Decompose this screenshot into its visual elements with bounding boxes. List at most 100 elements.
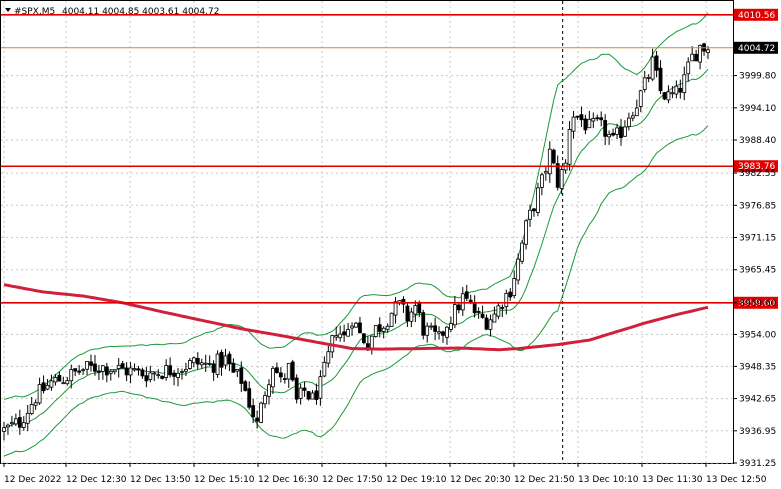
candle-body <box>223 355 228 366</box>
candle-body <box>385 325 390 330</box>
y-tick-label: 3954.00 <box>739 330 776 340</box>
candle-body <box>551 149 556 164</box>
candle-body <box>61 382 66 385</box>
candle-body <box>638 90 643 107</box>
candle-body <box>282 378 287 381</box>
candle-body <box>666 91 671 101</box>
price-axis: 3999.80 3994.10 3988.40 3982.55 3976.85 3971.… <box>733 72 776 469</box>
candle-body <box>263 395 267 405</box>
candle-body <box>555 163 560 188</box>
candle-body <box>45 384 50 390</box>
candle-body <box>536 187 540 213</box>
candle-body <box>706 49 710 53</box>
candle-body <box>603 120 608 137</box>
candle-body <box>421 312 426 336</box>
candle-body <box>346 329 350 337</box>
candle-body <box>251 405 256 418</box>
dropdown-triangle-icon[interactable] <box>5 8 11 12</box>
y-tick-label: 3971.15 <box>739 234 776 244</box>
candle-body <box>77 370 82 373</box>
candle-body <box>654 55 659 71</box>
candle-body <box>69 369 74 382</box>
candle-body <box>57 375 62 382</box>
candle-body <box>314 390 319 400</box>
y-tick-label: 3994.10 <box>739 104 776 114</box>
candle-body <box>49 380 54 388</box>
y-tick-label: 3965.45 <box>739 266 776 276</box>
candle-body <box>539 174 544 188</box>
candle-body <box>658 67 663 92</box>
candle-body <box>630 115 635 119</box>
candle-body <box>452 304 457 326</box>
candle-body <box>449 323 453 330</box>
candle-body <box>401 298 406 305</box>
candle-body <box>124 367 129 376</box>
candle-body <box>294 377 299 400</box>
candle-body <box>326 351 331 364</box>
candle-body <box>547 148 552 175</box>
candle-body <box>207 363 212 365</box>
candle-body <box>10 422 14 425</box>
y-tick-label: 3982.55 <box>739 169 776 179</box>
x-tick-label: 12 Dec 2022 <box>4 475 62 485</box>
candle-body <box>21 422 26 428</box>
candle-body <box>120 363 125 369</box>
y-tick-label: 3936.95 <box>739 427 776 437</box>
candle-body <box>492 313 497 323</box>
candle-body <box>571 116 576 132</box>
candle-body <box>290 361 295 381</box>
y-tick-label: 3976.85 <box>739 201 776 211</box>
candle-body <box>468 299 473 303</box>
x-tick-label: 12 Dec 19:10 <box>386 475 447 485</box>
candle-body <box>112 369 117 373</box>
candle-body <box>6 424 10 428</box>
candle-body <box>267 384 271 397</box>
candle-body <box>298 387 303 399</box>
level-price-label: 3959.60 <box>738 299 775 309</box>
candle-body <box>476 311 481 313</box>
level-price-tag <box>734 160 778 173</box>
candle-body <box>634 107 639 117</box>
candle-body <box>694 53 699 62</box>
x-tick-label: 12 Dec 20:30 <box>450 475 511 485</box>
x-tick-label: 13 Dec 11:30 <box>642 475 703 485</box>
candle-body <box>377 324 382 332</box>
candle-body <box>89 361 93 366</box>
candle-body <box>33 402 38 406</box>
candle-body <box>626 117 631 127</box>
y-tick-label: 3959.60 <box>739 299 776 309</box>
candle-body <box>172 372 176 377</box>
candle-body <box>591 118 596 122</box>
candle-body <box>243 381 248 391</box>
candle-body <box>108 370 113 374</box>
candle-body <box>369 335 374 349</box>
band-middle <box>3 68 709 429</box>
candle-body <box>595 117 600 120</box>
candle-body <box>516 258 521 281</box>
x-tick-label: 12 Dec 21:50 <box>514 475 575 485</box>
candle-body <box>528 209 532 220</box>
levels: 4010.56 3983.76 3959.60 4004.72 <box>1 8 778 309</box>
candle-body <box>615 127 619 135</box>
candle-body <box>231 362 236 373</box>
candle-body <box>425 325 430 336</box>
current-price-tag <box>734 41 778 54</box>
candle-body <box>81 369 86 372</box>
candle-body <box>318 376 323 399</box>
candle-body <box>437 331 441 334</box>
candle-body <box>362 333 366 344</box>
time-axis: 12 Dec 2022 12 Dec 12:30 12 Dec 13:50 12 De… <box>3 463 767 485</box>
plot-area <box>0 0 734 464</box>
candle-body <box>611 132 615 136</box>
candle-body <box>140 369 145 377</box>
candle-body <box>278 372 283 378</box>
candle-body <box>156 374 161 377</box>
candle-body <box>413 305 418 315</box>
candle-body <box>164 365 169 378</box>
candle-body <box>160 375 165 379</box>
level-price-tag <box>734 8 778 21</box>
candle-body <box>456 304 461 311</box>
candle-body <box>623 126 627 137</box>
candle-body <box>310 392 315 400</box>
candle-body <box>219 351 224 368</box>
